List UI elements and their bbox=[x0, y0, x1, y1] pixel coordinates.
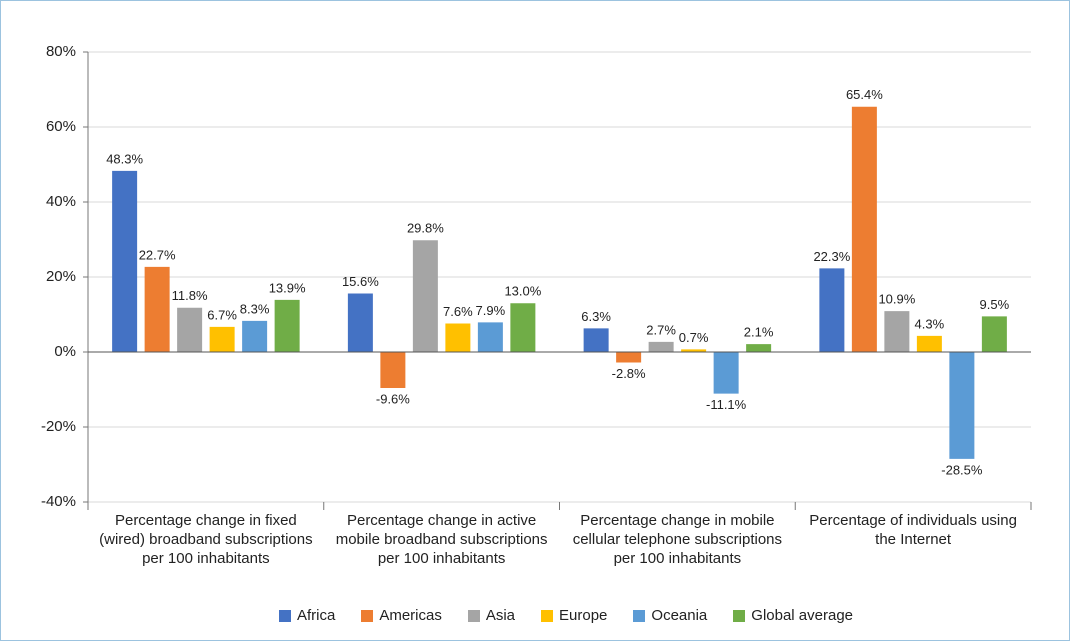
bar bbox=[380, 352, 406, 388]
data-label: -2.8% bbox=[612, 366, 646, 381]
data-label: 10.9% bbox=[878, 292, 915, 307]
data-label: 8.3% bbox=[240, 301, 270, 316]
legend-label: Africa bbox=[296, 607, 336, 624]
y-tick-label: 80% bbox=[46, 43, 76, 60]
data-label: 6.3% bbox=[581, 309, 611, 324]
legend-swatch bbox=[278, 609, 291, 622]
data-label: 4.3% bbox=[915, 316, 945, 331]
data-label: 7.6% bbox=[443, 304, 473, 319]
bar bbox=[681, 349, 707, 352]
legend-label: Europe bbox=[559, 607, 608, 624]
bar bbox=[819, 268, 845, 352]
legend-item: Oceania bbox=[633, 607, 707, 624]
legend-item: Americas bbox=[361, 607, 442, 624]
bar bbox=[713, 352, 739, 394]
bar bbox=[884, 311, 910, 352]
data-label: 22.7% bbox=[139, 247, 176, 262]
data-label: -28.5% bbox=[941, 462, 983, 477]
bar bbox=[510, 303, 536, 352]
legend-swatch bbox=[541, 609, 554, 622]
data-label: -9.6% bbox=[376, 391, 410, 406]
legend-label: Americas bbox=[379, 607, 442, 624]
bar bbox=[112, 170, 138, 352]
bar bbox=[412, 240, 438, 352]
data-label: 2.1% bbox=[744, 325, 774, 340]
data-label: 7.9% bbox=[476, 303, 506, 318]
data-label: 65.4% bbox=[846, 87, 883, 102]
bar bbox=[916, 335, 942, 352]
legend-swatch bbox=[633, 609, 646, 622]
data-label: 13.9% bbox=[269, 280, 306, 295]
y-tick-label: 40% bbox=[46, 193, 76, 210]
x-tick-label: Percentage of individuals using the Inte… bbox=[809, 512, 1017, 548]
legend-label: Asia bbox=[485, 607, 516, 624]
data-label: 0.7% bbox=[679, 330, 709, 345]
data-label: 6.7% bbox=[207, 307, 237, 322]
y-tick-label: 0% bbox=[54, 343, 76, 360]
data-label: 15.6% bbox=[342, 274, 379, 289]
bar bbox=[445, 323, 471, 352]
legend-swatch bbox=[467, 609, 480, 622]
legend-label: Oceania bbox=[651, 607, 708, 624]
bar bbox=[648, 341, 674, 352]
legend-item: Global average bbox=[733, 607, 853, 624]
bar bbox=[616, 352, 642, 363]
x-tick-label: Percentage change in mobile cellular tel… bbox=[572, 512, 783, 567]
legend-item: Asia bbox=[467, 607, 516, 624]
x-tick-label: Percentage change in active mobile broad… bbox=[335, 512, 548, 567]
bar bbox=[949, 352, 975, 459]
bar bbox=[851, 106, 877, 352]
bar bbox=[347, 293, 373, 352]
y-tick-label: 60% bbox=[46, 118, 76, 135]
data-label: -11.1% bbox=[706, 397, 747, 412]
bar bbox=[981, 316, 1007, 352]
legend: Africa Americas Asia Europe Oceania Global av… bbox=[1, 607, 1069, 624]
data-label: 9.5% bbox=[980, 297, 1010, 312]
bar bbox=[746, 344, 772, 352]
data-label: 11.8% bbox=[172, 288, 208, 303]
legend-item: Africa bbox=[278, 607, 336, 624]
data-label: 29.8% bbox=[407, 221, 444, 236]
bar bbox=[583, 328, 609, 352]
legend-label: Global average bbox=[751, 607, 854, 624]
y-tick-label: -20% bbox=[41, 418, 76, 435]
legend-item: Europe bbox=[541, 607, 607, 624]
bar bbox=[209, 326, 235, 352]
x-tick-label: Percentage change in fixed (wired) broad… bbox=[99, 512, 313, 567]
bar bbox=[144, 266, 170, 352]
data-label: 2.7% bbox=[646, 322, 676, 337]
legend-swatch bbox=[361, 609, 374, 622]
data-label: 48.3% bbox=[106, 151, 143, 166]
y-tick-label: 20% bbox=[46, 268, 76, 285]
legend-swatch bbox=[733, 609, 746, 622]
bar bbox=[274, 299, 300, 352]
y-tick-label: -40% bbox=[41, 493, 76, 510]
bar bbox=[242, 320, 268, 352]
bar bbox=[177, 307, 203, 352]
data-label: 22.3% bbox=[813, 249, 850, 264]
data-label: 13.0% bbox=[504, 284, 541, 299]
bar bbox=[477, 322, 503, 352]
